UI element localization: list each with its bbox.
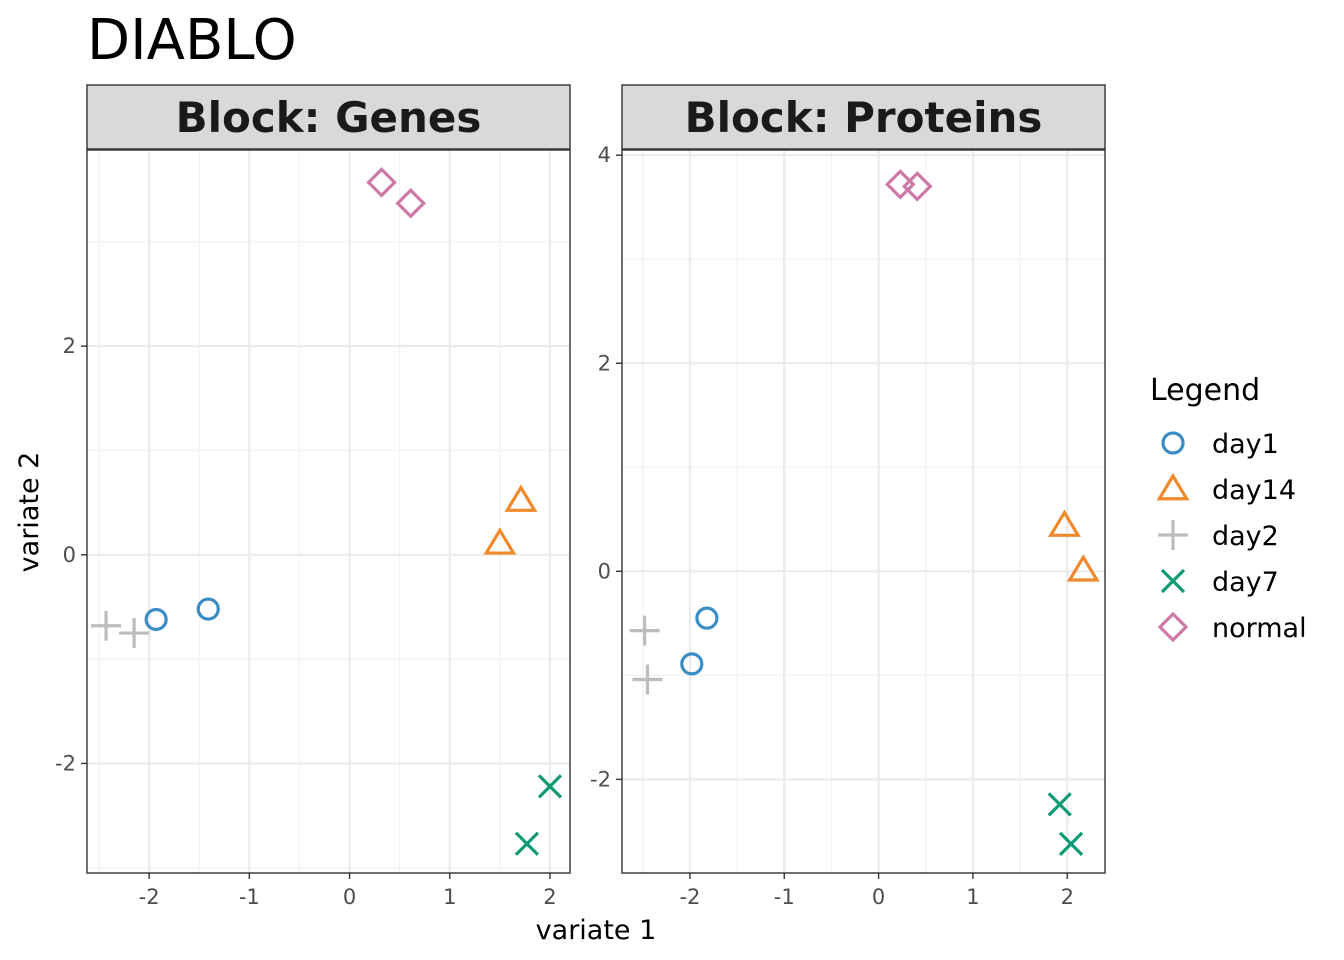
legend-label-normal: normal xyxy=(1212,613,1307,644)
plot-area xyxy=(622,150,1105,873)
point-day14 xyxy=(483,527,517,555)
legend: Legend day1 day14 day2 day7 normal xyxy=(1150,373,1307,644)
point-day14 xyxy=(504,484,538,512)
point-day1 xyxy=(144,607,168,632)
y-tick-label: 2 xyxy=(63,334,76,358)
point-day2 xyxy=(629,615,660,646)
x-tick-label: 2 xyxy=(1061,885,1074,909)
legend-label-day7: day7 xyxy=(1212,567,1279,598)
panels: Block: Genes -2 -1 0 1 2 -2 0 2 Block: Proteins -2… xyxy=(55,84,1106,909)
point-day7 xyxy=(1047,792,1072,817)
point-day2 xyxy=(91,610,122,641)
point-day7 xyxy=(537,774,563,799)
plot-area xyxy=(87,150,570,873)
x-tick-label: 1 xyxy=(443,885,456,909)
x-tick-label: 0 xyxy=(872,885,885,909)
point-normal xyxy=(366,167,397,198)
y-tick-label: -2 xyxy=(590,767,611,791)
y-tick-label: 0 xyxy=(63,543,76,567)
legend-key-day1 xyxy=(1161,431,1185,455)
point-day1 xyxy=(695,606,719,630)
point-day2 xyxy=(119,618,150,649)
point-day1 xyxy=(196,597,220,621)
legend-label-day1: day1 xyxy=(1212,429,1279,460)
x-tick-label: -1 xyxy=(774,885,795,909)
panel-border xyxy=(86,149,571,874)
y-tick-label: 4 xyxy=(598,143,611,167)
legend-label-day2: day2 xyxy=(1212,521,1279,552)
legend-key-day14 xyxy=(1156,472,1190,501)
panel-2: Block: Proteins -2 -1 0 1 2 -2 0 2 4 xyxy=(590,84,1106,909)
x-tick-label: 1 xyxy=(966,885,979,909)
legend-key-normal xyxy=(1157,611,1189,643)
y-tick-label: 2 xyxy=(598,351,611,375)
x-axis-title: variate 1 xyxy=(536,915,657,946)
panel-strip-title: Block: Genes xyxy=(176,93,482,142)
point-day1 xyxy=(680,652,704,676)
panel-strip-title: Block: Proteins xyxy=(685,93,1043,142)
x-tick-label: 2 xyxy=(543,885,556,909)
y-tick-label: -2 xyxy=(55,751,76,775)
point-day2 xyxy=(632,664,663,695)
panel-border xyxy=(621,149,1106,874)
x-tick-label: -2 xyxy=(139,885,160,909)
point-normal xyxy=(902,171,933,202)
point-normal xyxy=(395,187,426,219)
legend-title: Legend xyxy=(1150,373,1260,408)
legend-label-day14: day14 xyxy=(1212,475,1296,506)
x-tick-label: 0 xyxy=(343,885,356,909)
x-tick-label: -1 xyxy=(239,885,260,909)
y-tick-label: 0 xyxy=(598,559,611,583)
panel-strip xyxy=(86,84,571,150)
point-day14 xyxy=(1066,554,1100,582)
legend-key-day7 xyxy=(1160,568,1186,594)
legend-key-day2 xyxy=(1158,520,1188,550)
point-day14 xyxy=(1047,509,1081,537)
y-axis-title: variate 2 xyxy=(14,452,45,573)
chart-title: DIABLO xyxy=(87,8,297,73)
point-day7 xyxy=(1058,831,1084,857)
panel-strip xyxy=(621,84,1106,150)
panel-1: Block: Genes -2 -1 0 1 2 -2 0 2 xyxy=(55,84,571,909)
x-tick-label: -2 xyxy=(679,885,700,909)
point-day7 xyxy=(514,831,540,856)
